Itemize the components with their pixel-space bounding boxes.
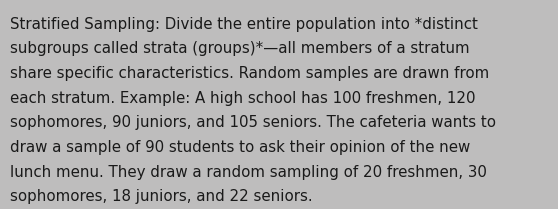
Text: share specific characteristics. Random samples are drawn from: share specific characteristics. Random s…: [10, 66, 489, 81]
Text: each stratum. Example: A high school has 100 freshmen, 120: each stratum. Example: A high school has…: [10, 91, 475, 106]
Text: lunch menu. They draw a random sampling of 20 freshmen, 30: lunch menu. They draw a random sampling …: [10, 165, 487, 180]
Text: sophomores, 18 juniors, and 22 seniors.: sophomores, 18 juniors, and 22 seniors.: [10, 189, 312, 204]
Text: subgroups called strata (groups)*—all members of a stratum: subgroups called strata (groups)*—all me…: [10, 41, 470, 56]
Text: draw a sample of 90 students to ask their opinion of the new: draw a sample of 90 students to ask thei…: [10, 140, 470, 155]
Text: sophomores, 90 juniors, and 105 seniors. The cafeteria wants to: sophomores, 90 juniors, and 105 seniors.…: [10, 115, 496, 130]
Text: Stratified Sampling: Divide the entire population into *distinct: Stratified Sampling: Divide the entire p…: [10, 17, 478, 32]
